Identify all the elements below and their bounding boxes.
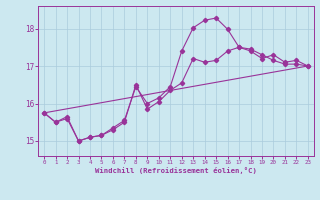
X-axis label: Windchill (Refroidissement éolien,°C): Windchill (Refroidissement éolien,°C): [95, 167, 257, 174]
